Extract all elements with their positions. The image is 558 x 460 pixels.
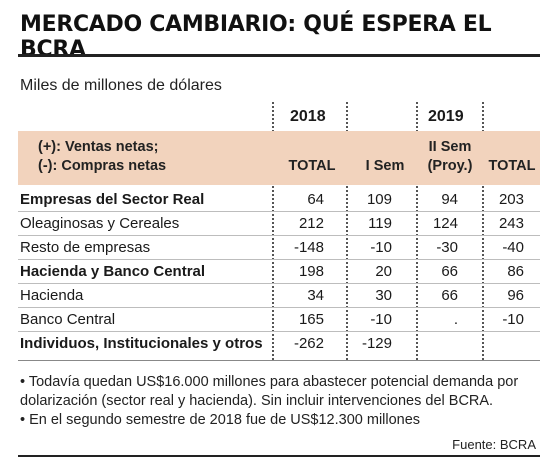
cell-total-2018: 198 bbox=[298, 263, 324, 280]
table-row: Oleaginosas y Cereales 212 119 124 243 bbox=[18, 212, 540, 236]
cell-total-2018: 165 bbox=[298, 311, 324, 328]
row-label: Hacienda y Banco Central bbox=[20, 263, 206, 280]
row-label: Oleaginosas y Cereales bbox=[20, 215, 180, 232]
cell-total-2019: -10 bbox=[502, 311, 524, 328]
row-label: Resto de empresas bbox=[20, 239, 151, 256]
header-ii-sem-proy: (Proy.) bbox=[427, 158, 473, 174]
footnotes: • Todavía quedan US$16.000 millones para… bbox=[18, 360, 540, 430]
table-row: Individuos, Institucionales y otros -262… bbox=[18, 332, 540, 356]
legend-purchases: (-): Compras netas bbox=[38, 158, 167, 174]
cell-ii-sem: 66 bbox=[441, 287, 458, 304]
cell-total-2018: -148 bbox=[293, 239, 324, 256]
year-2019-label: 2019 bbox=[428, 108, 464, 125]
cell-ii-sem: 94 bbox=[441, 191, 458, 208]
cell-total-2018: -262 bbox=[293, 335, 324, 352]
cell-total-2019: -40 bbox=[502, 239, 524, 256]
cell-i-sem: -10 bbox=[370, 311, 392, 328]
cell-total-2019: 203 bbox=[498, 191, 524, 208]
bottom-rule bbox=[18, 455, 540, 457]
cell-total-2018: 212 bbox=[298, 215, 324, 232]
source-credit: Fuente: BCRA bbox=[452, 437, 536, 452]
row-label: Banco Central bbox=[20, 311, 116, 328]
table-row: Hacienda 34 30 66 96 bbox=[18, 284, 540, 308]
cell-ii-sem: -30 bbox=[436, 239, 458, 256]
column-divider bbox=[482, 102, 484, 360]
header-total-2018: TOTAL bbox=[288, 158, 336, 174]
cell-total-2018: 64 bbox=[307, 191, 324, 208]
cell-ii-sem: 66 bbox=[441, 263, 458, 280]
legend-sales: (+): Ventas netas; bbox=[38, 139, 159, 155]
cell-total-2019: 86 bbox=[507, 263, 524, 280]
table-row: Empresas del Sector Real 64 109 94 203 bbox=[18, 188, 540, 212]
cell-total-2019: 243 bbox=[498, 215, 524, 232]
table-row: Banco Central 165 -10 . -10 bbox=[18, 308, 540, 332]
row-label: Empresas del Sector Real bbox=[20, 191, 205, 208]
cell-ii-sem: 124 bbox=[432, 215, 458, 232]
cell-i-sem: -129 bbox=[361, 335, 392, 352]
header-ii-sem: II Sem bbox=[428, 139, 472, 155]
cell-total-2018: 34 bbox=[307, 287, 324, 304]
table-header: (+): Ventas netas; (-): Compras netas TO… bbox=[18, 131, 540, 185]
cell-i-sem: 109 bbox=[366, 191, 392, 208]
cell-i-sem: 20 bbox=[375, 263, 392, 280]
column-divider bbox=[346, 102, 348, 360]
cell-ii-sem: . bbox=[453, 311, 458, 328]
table-row: Hacienda y Banco Central 198 20 66 86 bbox=[18, 260, 540, 284]
column-divider bbox=[416, 102, 418, 360]
year-2018-label: 2018 bbox=[290, 108, 326, 125]
cell-i-sem: -10 bbox=[370, 239, 392, 256]
row-label: Hacienda bbox=[20, 287, 84, 304]
cell-total-2019: 96 bbox=[507, 287, 524, 304]
cell-i-sem: 30 bbox=[375, 287, 392, 304]
title-rule bbox=[18, 54, 540, 57]
column-divider bbox=[272, 102, 274, 360]
header-i-sem: I Sem bbox=[365, 158, 405, 174]
cell-i-sem: 119 bbox=[368, 215, 392, 232]
units-subtitle: Miles de millones de dólares bbox=[20, 77, 222, 94]
footnote: • Todavía quedan US$16.000 millones para… bbox=[20, 374, 519, 409]
row-label: Individuos, Institucionales y otros bbox=[20, 335, 263, 352]
footnote: • En el segundo semestre de 2018 fue de … bbox=[20, 412, 421, 428]
page-title: MERCADO CAMBIARIO: QUÉ ESPERA EL BCRA bbox=[20, 12, 492, 62]
table-row: Resto de empresas -148 -10 -30 -40 bbox=[18, 236, 540, 260]
header-total-2019: TOTAL bbox=[488, 158, 536, 174]
